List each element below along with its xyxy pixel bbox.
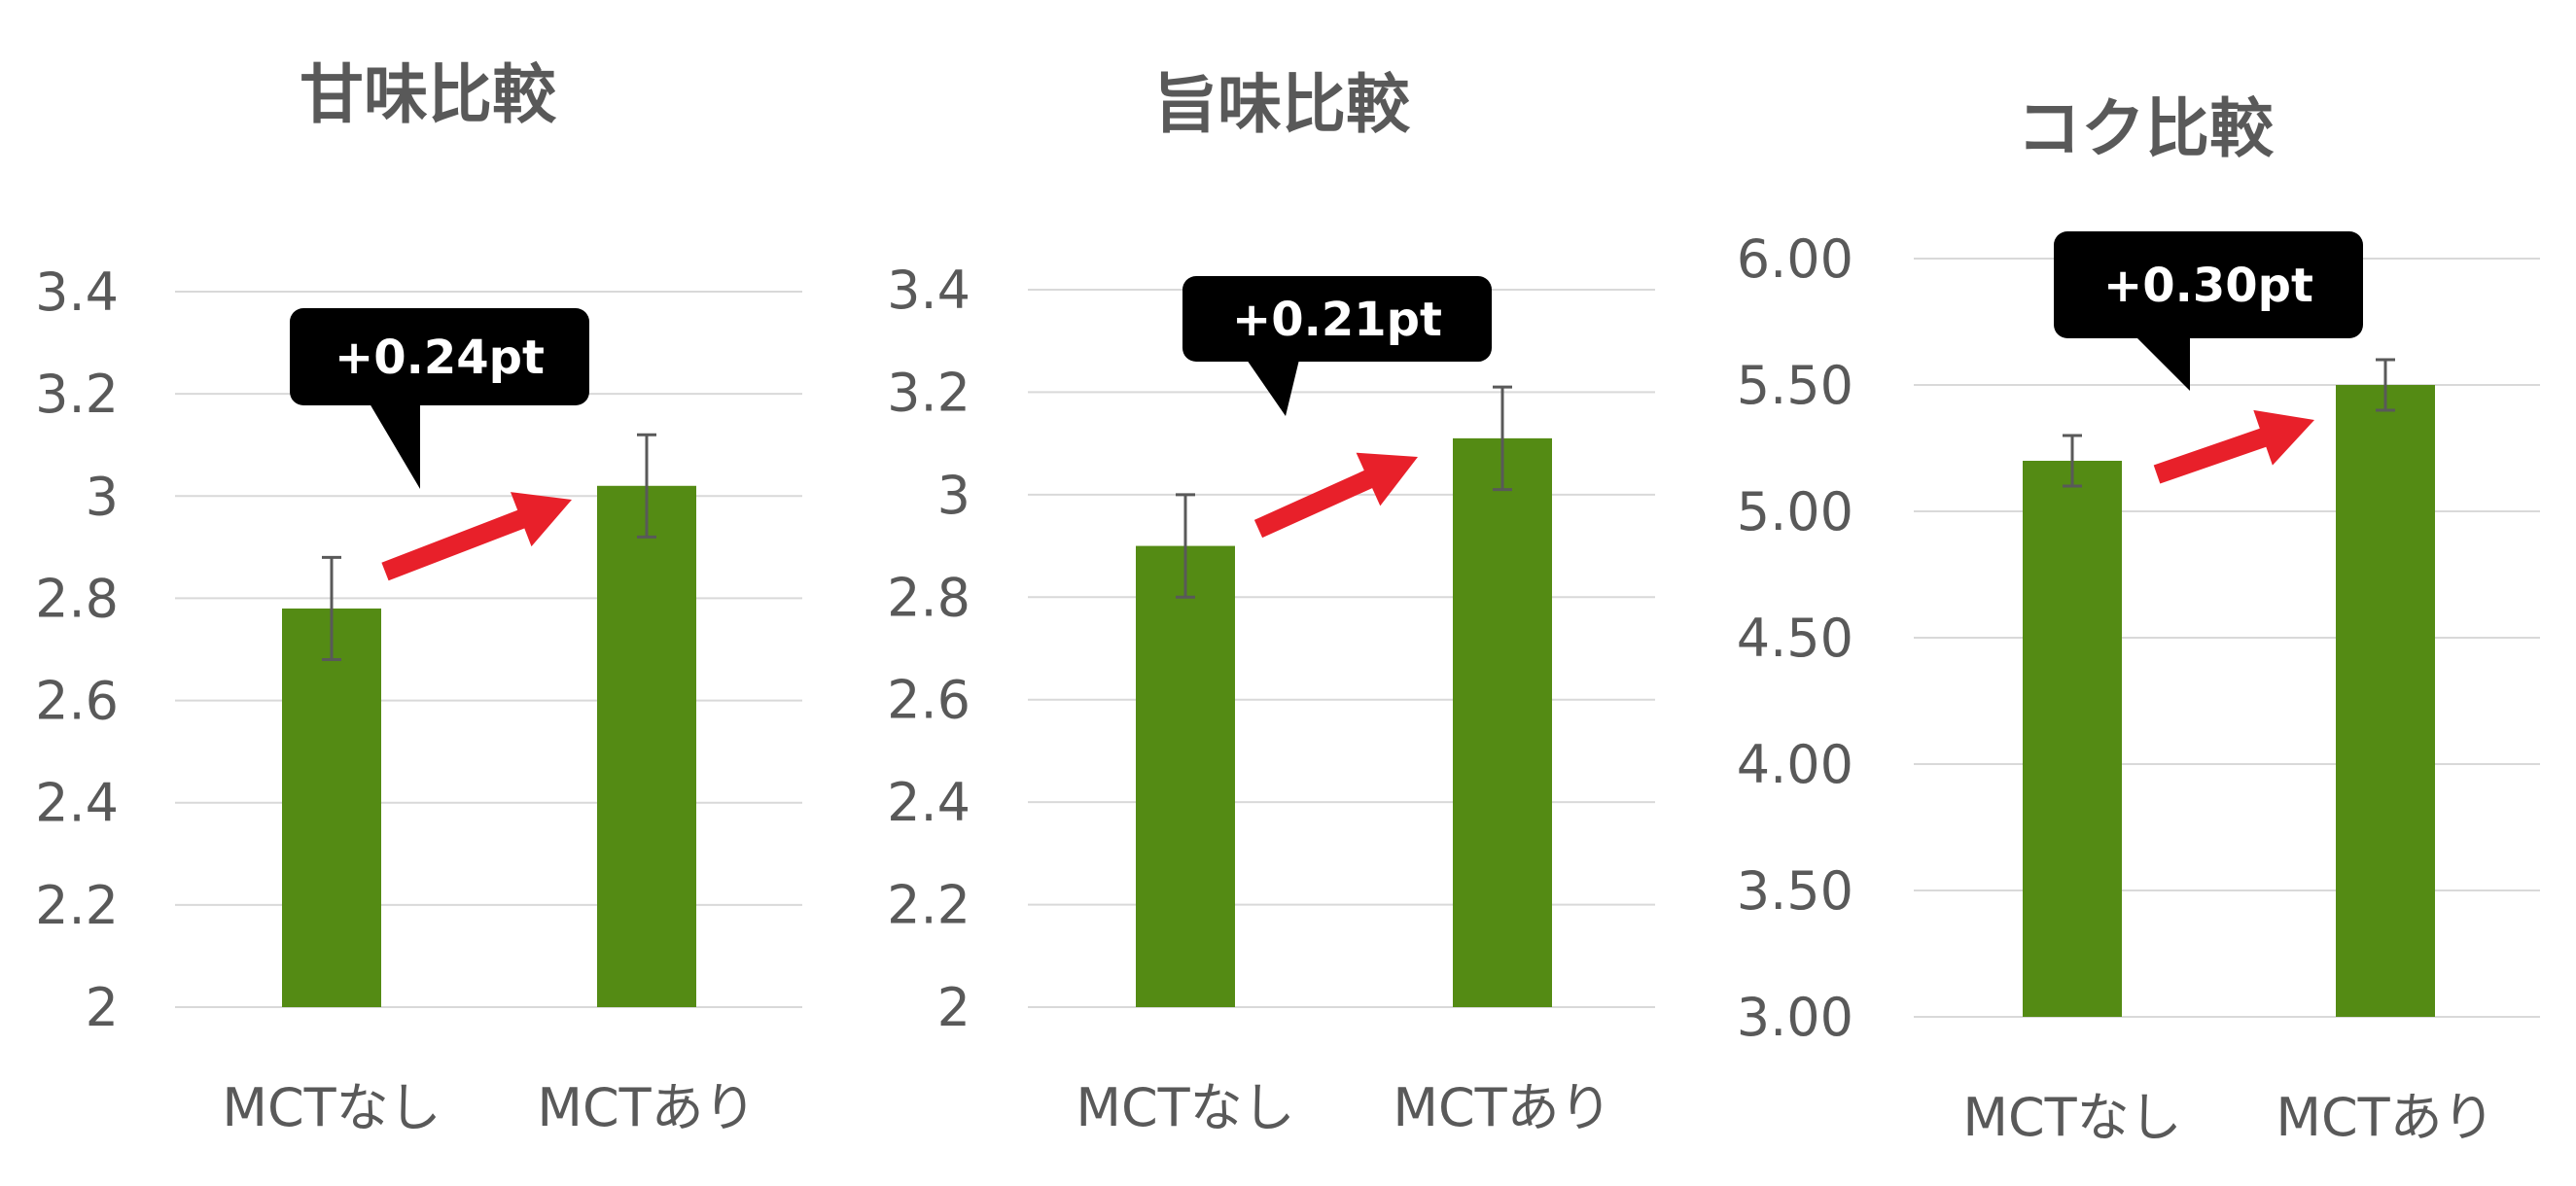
y-tick-label: 2.8: [887, 567, 970, 628]
callout-bubble: +0.30pt: [2054, 231, 2363, 391]
y-tick-label: 2: [86, 977, 119, 1038]
y-tick-label: 4.50: [1737, 608, 1853, 669]
chart-title: 甘味比較: [300, 57, 557, 132]
error-bar: [1493, 385, 1512, 492]
error-bar: [322, 555, 341, 662]
y-tick-label: 3.4: [35, 262, 119, 323]
y-tick-label: 2.4: [35, 773, 119, 834]
y-tick-label: 5.00: [1737, 481, 1853, 542]
x-category-label: MCTなし: [222, 1077, 441, 1138]
callout-label: +0.30pt: [2103, 259, 2313, 313]
bar: [597, 485, 696, 1007]
increase-arrow-icon: [2153, 409, 2314, 484]
y-tick-label: 5.50: [1737, 355, 1853, 416]
y-tick-label: 2: [937, 977, 970, 1038]
bar: [2336, 385, 2435, 1017]
y-tick-label: 3.00: [1737, 987, 1853, 1048]
y-tick-label: 3: [86, 466, 119, 527]
x-category-label: MCTなし: [1962, 1087, 2181, 1148]
callout-bubble: +0.21pt: [1182, 276, 1492, 416]
increase-arrow-icon: [1253, 452, 1418, 539]
y-tick-label: 2.2: [887, 875, 970, 936]
y-tick-label: 2.6: [887, 670, 970, 731]
y-tick-label: 6.00: [1737, 228, 1853, 290]
y-tick-label: 2.6: [35, 671, 119, 732]
chart-1: 甘味比較 2 2.2 2.4 2.6 2.8 3 3.2 3.4 MCTなし MCTあり +0.24p…: [35, 57, 802, 1138]
bar: [1453, 437, 1552, 1007]
increase-arrow-icon: [381, 492, 572, 581]
chart-title: 旨味比較: [1153, 67, 1411, 142]
y-tick-label: 2.4: [887, 772, 970, 833]
error-bar: [2376, 358, 2395, 412]
callout-label: +0.24pt: [335, 331, 545, 385]
chart-2: 旨味比較 2 2.2 2.4 2.6 2.8 3 3.2 3.4 MCTなし MCTあり +0.21p…: [887, 67, 1655, 1138]
x-category-label: MCTなし: [1076, 1077, 1294, 1138]
x-category-label: MCTあり: [537, 1077, 756, 1138]
x-category-label: MCTあり: [2276, 1087, 2494, 1148]
y-tick-label: 3.50: [1737, 860, 1853, 922]
bar: [282, 608, 381, 1007]
y-tick-label: 3: [937, 465, 970, 526]
bar: [1136, 545, 1235, 1007]
bar: [2023, 461, 2122, 1017]
y-tick-label: 4.00: [1737, 734, 1853, 795]
callout-bubble: +0.24pt: [290, 308, 589, 489]
chart-title: コク比較: [2017, 91, 2275, 166]
error-bar: [2063, 434, 2082, 488]
x-category-label: MCTあり: [1393, 1077, 1611, 1138]
chart-3: コク比較 3.00 3.50 4.00 4.50 5.00 5.50 6.00 MCTなし MCT…: [1737, 91, 2540, 1148]
error-bar: [637, 433, 656, 539]
error-bar: [1176, 493, 1195, 599]
y-tick-label: 3.2: [35, 364, 119, 425]
callout-label: +0.21pt: [1232, 293, 1442, 347]
y-tick-label: 3.2: [887, 362, 970, 423]
y-tick-label: 2.2: [35, 875, 119, 936]
y-tick-label: 2.8: [35, 568, 119, 629]
y-tick-label: 3.4: [887, 260, 970, 321]
